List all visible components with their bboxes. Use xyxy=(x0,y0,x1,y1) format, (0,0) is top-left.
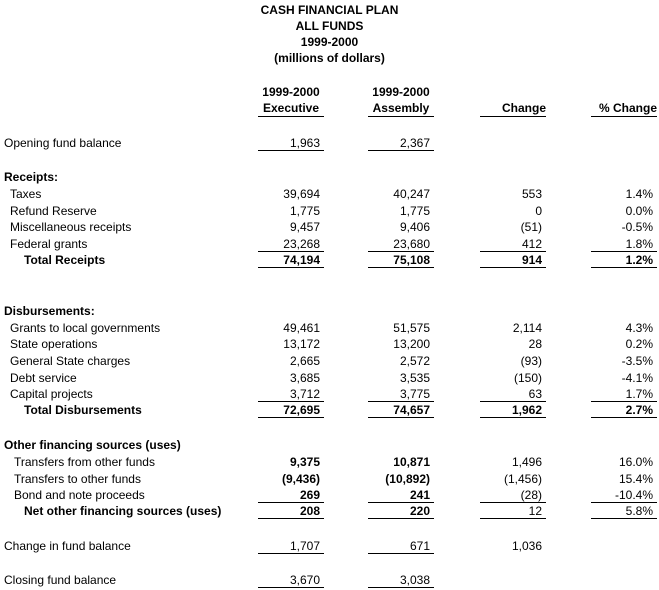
cell-value: 2,367 xyxy=(368,135,434,151)
column-header: 1999-2000 xyxy=(262,85,320,99)
cell-value: 12 xyxy=(480,503,546,519)
cell-value: 3,535 xyxy=(399,371,430,385)
cell-value: 2,572 xyxy=(399,354,430,368)
row-label: Federal grants xyxy=(10,237,88,251)
cell-value: 0.0% xyxy=(625,204,653,218)
cell-value: 51,575 xyxy=(393,321,430,335)
cell-value: 13,200 xyxy=(393,337,430,351)
cell-value: -4.1% xyxy=(621,371,653,385)
row-label: Grants to local governments xyxy=(10,321,161,335)
cell-value: 74,194 xyxy=(258,252,324,268)
cell-value: 1,036 xyxy=(511,539,542,553)
cell-value: 1,775 xyxy=(289,204,320,218)
title-line: CASH FINANCIAL PLAN xyxy=(260,3,399,17)
cell-value: 3,670 xyxy=(258,572,324,588)
cell-value: 2,114 xyxy=(512,321,542,335)
cell-value: 63 xyxy=(480,386,546,402)
column-header: Assembly xyxy=(368,100,434,117)
cell-value: 0 xyxy=(535,204,542,218)
column-header: 1999-2000 xyxy=(372,85,430,99)
title-line: 1999-2000 xyxy=(300,35,359,49)
cell-value: (51) xyxy=(520,220,542,234)
cell-value: 3,038 xyxy=(368,572,434,588)
cell-value: -0.5% xyxy=(621,220,653,234)
cell-value: 16.0% xyxy=(618,455,653,469)
row-label: Disbursements: xyxy=(4,304,95,318)
row-label: Other financing sources (uses) xyxy=(4,438,181,452)
column-header: % Change xyxy=(591,100,657,117)
cell-value: 9,406 xyxy=(399,220,430,234)
cell-value: 1,707 xyxy=(258,538,324,554)
row-label: Debt service xyxy=(10,371,77,385)
cell-value: 28 xyxy=(528,337,542,351)
row-label: Miscellaneous receipts xyxy=(10,220,132,234)
cell-value: 40,247 xyxy=(393,187,430,201)
row-label: Opening fund balance xyxy=(4,136,122,150)
cell-value: 15.4% xyxy=(618,472,653,486)
cell-value: 1,775 xyxy=(399,204,430,218)
cell-value: 1,963 xyxy=(258,135,324,151)
cell-value: (93) xyxy=(520,354,542,368)
row-label: Capital projects xyxy=(10,387,93,401)
cell-value: (9,436) xyxy=(281,472,320,486)
row-label: Change in fund balance xyxy=(4,539,131,553)
row-label: Refund Reserve xyxy=(10,204,97,218)
cell-value: (1,456) xyxy=(503,472,542,486)
cell-value: 2,665 xyxy=(289,354,320,368)
row-label: Transfers from other funds xyxy=(14,455,155,469)
cell-value: 1.8% xyxy=(591,236,657,252)
title-line: (millions of dollars) xyxy=(274,51,385,65)
cell-value: 671 xyxy=(368,538,434,554)
cell-value: (10,892) xyxy=(385,472,430,486)
row-label: Taxes xyxy=(10,187,42,201)
cell-value: 75,108 xyxy=(368,252,434,268)
cell-value: 241 xyxy=(368,487,434,503)
cell-value: 10,871 xyxy=(393,455,430,469)
cell-value: (150) xyxy=(513,371,542,385)
row-label: Net other financing sources (uses) xyxy=(24,504,222,518)
cell-value: 1,962 xyxy=(480,402,546,418)
cell-value: 23,680 xyxy=(368,236,434,252)
row-label: Closing fund balance xyxy=(4,573,117,587)
row-label: Bond and note proceeds xyxy=(14,488,145,502)
cell-value: 220 xyxy=(368,503,434,519)
row-label: General State charges xyxy=(10,354,131,368)
cell-value: 9,457 xyxy=(289,220,320,234)
cell-value: 1.2% xyxy=(591,252,657,268)
cell-value: 2.7% xyxy=(591,402,657,418)
cell-value: 412 xyxy=(480,236,546,252)
cell-value: 9,375 xyxy=(289,455,320,469)
cell-value: 3,712 xyxy=(258,386,324,402)
cell-value: 1.4% xyxy=(625,187,653,201)
cell-value: 39,694 xyxy=(283,187,320,201)
row-label: Total Receipts xyxy=(24,253,106,267)
cell-value: 553 xyxy=(521,187,542,201)
cell-value: 13,172 xyxy=(283,337,320,351)
cell-value: 208 xyxy=(258,503,324,519)
title-line: ALL FUNDS xyxy=(295,19,364,33)
row-label: Transfers to other funds xyxy=(14,472,141,486)
column-header: Change xyxy=(480,100,546,117)
cell-value: 49,461 xyxy=(283,321,320,335)
row-label: Total Disbursements xyxy=(24,403,142,417)
cell-value: (28) xyxy=(480,487,546,503)
cell-value: 23,268 xyxy=(258,236,324,252)
cell-value: 72,695 xyxy=(258,402,324,418)
row-label: State operations xyxy=(10,337,98,351)
cell-value: 1,496 xyxy=(511,455,542,469)
cell-value: -3.5% xyxy=(621,354,653,368)
cell-value: -10.4% xyxy=(591,487,657,503)
cell-value: 74,657 xyxy=(368,402,434,418)
cell-value: 4.3% xyxy=(625,321,653,335)
cell-value: 3,685 xyxy=(289,371,320,385)
cell-value: 269 xyxy=(258,487,324,503)
cell-value: 0.2% xyxy=(625,337,653,351)
cell-value: 3,775 xyxy=(368,386,434,402)
cell-value: 1.7% xyxy=(591,386,657,402)
cell-value: 5.8% xyxy=(591,503,657,519)
row-label: Receipts: xyxy=(4,170,59,184)
cell-value: 914 xyxy=(480,252,546,268)
column-header: Executive xyxy=(258,100,324,117)
